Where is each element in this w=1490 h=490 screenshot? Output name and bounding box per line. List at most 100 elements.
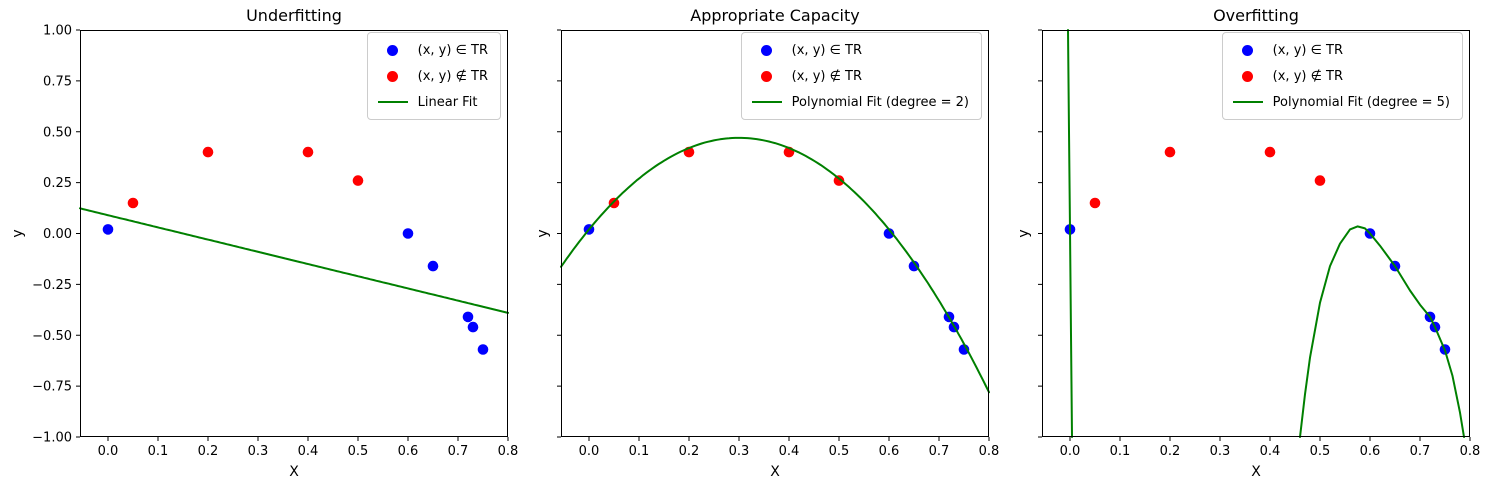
legend-label-test: (x, y) ∉ TR xyxy=(1272,68,1344,84)
y-tick-label: −0.25 xyxy=(32,278,72,293)
y-tick-label: 0.50 xyxy=(43,125,72,140)
legend-label-train: (x, y) ∈ TR xyxy=(791,42,863,58)
x-tick-label: 0.3 xyxy=(248,444,269,459)
train-point xyxy=(883,228,895,239)
test-point xyxy=(1164,146,1176,158)
x-tick-label: 0.8 xyxy=(979,444,1000,459)
fit-line-icon xyxy=(377,101,408,103)
legend-marker-wrap xyxy=(1231,70,1265,82)
x-axis-label: X xyxy=(770,464,780,480)
legend-item-fit: Polynomial Fit (degree = 2) xyxy=(750,93,969,111)
train-point xyxy=(467,321,479,333)
legend-label-fit: Linear Fit xyxy=(417,94,478,110)
x-tick-label: 0.3 xyxy=(1210,444,1231,459)
panel-appropriate-capacity: Appropriate Capacity Xy 0.0 0.1 0.2 0.3 0.4 0.5… xyxy=(535,6,999,480)
x-tick-label: 0.6 xyxy=(1360,444,1381,459)
x-tick-label: 0.1 xyxy=(1110,444,1131,459)
fit-line-icon xyxy=(1232,101,1263,103)
legend-item-test: (x, y) ∉ TR xyxy=(750,67,969,85)
test-point xyxy=(127,197,139,209)
legend-item-fit: Linear Fit xyxy=(376,93,488,111)
x-tick-label: 0.5 xyxy=(1310,444,1331,459)
x-tick-label: 0.0 xyxy=(579,444,600,459)
x-tick-label: 0.4 xyxy=(779,444,800,459)
fit-line xyxy=(79,207,509,314)
train-point xyxy=(908,260,920,272)
legend-marker-wrap xyxy=(750,44,784,56)
y-tick-label: 0.25 xyxy=(43,176,72,191)
x-tick-label: 0.4 xyxy=(298,444,319,459)
train-point-icon xyxy=(761,44,773,56)
y-tick-label: −0.75 xyxy=(32,380,72,395)
test-point-icon xyxy=(1242,70,1254,82)
train-point xyxy=(102,224,114,235)
x-tick-label: 0.1 xyxy=(629,444,650,459)
legend-item-test: (x, y) ∉ TR xyxy=(1231,67,1450,85)
legend-label-train: (x, y) ∈ TR xyxy=(1272,42,1344,58)
y-tick-label: −0.50 xyxy=(32,329,72,344)
legend-item-fit: Polynomial Fit (degree = 5) xyxy=(1231,93,1450,111)
train-point-icon xyxy=(387,44,399,56)
legend-marker-wrap xyxy=(376,70,410,82)
legend-marker-wrap xyxy=(1231,44,1265,56)
legend-item-train: (x, y) ∈ TR xyxy=(376,41,488,59)
legend-label-test: (x, y) ∉ TR xyxy=(791,68,863,84)
legend-item-test: (x, y) ∉ TR xyxy=(376,67,488,85)
x-tick-label: 0.6 xyxy=(398,444,419,459)
x-tick-label: 0.7 xyxy=(1410,444,1431,459)
plot-title: Overfitting xyxy=(1213,6,1299,25)
train-point xyxy=(477,344,489,355)
legend-label-fit: Polynomial Fit (degree = 5) xyxy=(1272,94,1450,110)
x-tick-label: 0.5 xyxy=(348,444,369,459)
x-tick-label: 0.8 xyxy=(1460,444,1481,459)
x-axis-label: X xyxy=(289,464,299,480)
test-point xyxy=(202,146,214,158)
test-point xyxy=(1264,146,1276,158)
fit-line-icon xyxy=(751,101,782,103)
plot-title: Underfitting xyxy=(246,6,342,25)
test-point xyxy=(1314,175,1326,186)
test-point xyxy=(302,146,314,158)
legend-marker-wrap xyxy=(750,101,784,103)
train-point-icon xyxy=(1242,44,1254,56)
x-tick-label: 0.0 xyxy=(98,444,119,459)
legend-marker-wrap xyxy=(376,44,410,56)
x-tick-label: 0.6 xyxy=(879,444,900,459)
y-tick-label: 0.00 xyxy=(43,227,72,242)
train-point xyxy=(462,311,474,323)
fit-line xyxy=(1299,225,1465,438)
legend-item-train: (x, y) ∈ TR xyxy=(750,41,969,59)
plot-title: Appropriate Capacity xyxy=(690,6,859,25)
fit-line xyxy=(560,136,990,394)
x-tick-label: 0.2 xyxy=(198,444,219,459)
test-point-icon xyxy=(387,70,399,82)
test-point xyxy=(352,175,364,186)
test-point xyxy=(608,197,620,209)
x-tick-label: 0.2 xyxy=(1160,444,1181,459)
test-point-icon xyxy=(761,70,773,82)
panel-overfitting: Overfitting Xy 0.0 0.1 0.2 0.3 0.4 0.5 0.6 0.7 0.8 xyxy=(1016,6,1480,480)
x-tick-label: 0.5 xyxy=(829,444,850,459)
y-axis-label: y xyxy=(535,229,551,237)
x-tick-label: 0.0 xyxy=(1060,444,1081,459)
y-tick-label: −1.00 xyxy=(32,431,72,446)
axes-spines xyxy=(1042,30,1470,437)
panel-underfitting: Underfitting Xy 0.0 0.1 0.2 0.3 0.4 0.5 0.6 0.7 0.… xyxy=(10,6,518,480)
train-point xyxy=(427,260,439,272)
legend-label-test: (x, y) ∉ TR xyxy=(417,68,488,84)
y-axis-label: y xyxy=(10,229,26,237)
test-point xyxy=(833,175,845,186)
axes-spines xyxy=(561,30,989,437)
x-axis-label: X xyxy=(1251,464,1261,480)
x-tick-label: 0.1 xyxy=(148,444,169,459)
train-point xyxy=(402,228,414,239)
y-tick-label: 0.75 xyxy=(43,74,72,89)
x-tick-label: 0.7 xyxy=(929,444,950,459)
x-tick-label: 0.7 xyxy=(448,444,469,459)
fit-line xyxy=(1067,29,1073,438)
x-tick-label: 0.3 xyxy=(729,444,750,459)
legend-label-fit: Polynomial Fit (degree = 2) xyxy=(791,94,969,110)
legend-label-train: (x, y) ∈ TR xyxy=(417,42,488,58)
